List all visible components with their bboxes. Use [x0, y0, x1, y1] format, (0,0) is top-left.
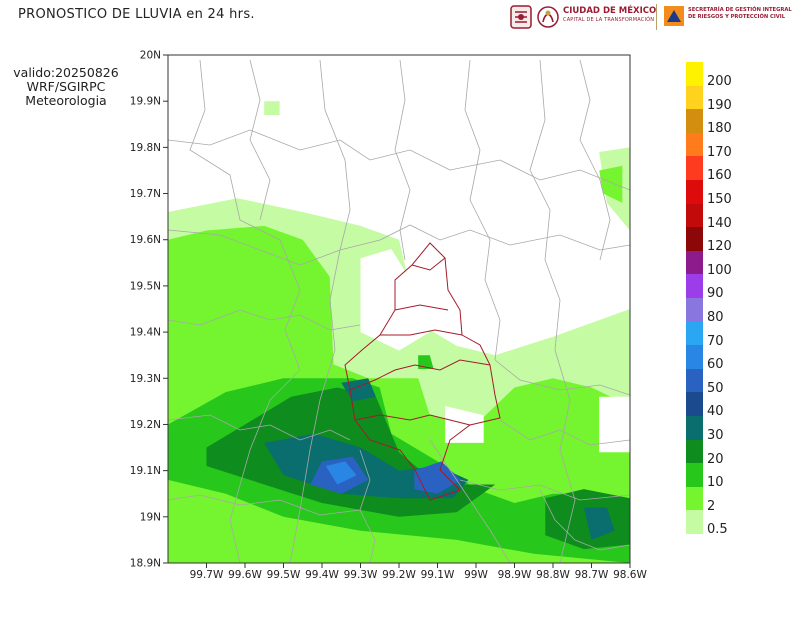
cdmx-emblem-icon: [537, 6, 559, 28]
y-tick-label: 19N: [140, 511, 161, 523]
y-tick-label: 19.7N: [130, 188, 161, 200]
x-tick-label: 99.5W: [267, 569, 301, 581]
x-tick-label: 99.7W: [190, 569, 224, 581]
legend-swatch: [686, 274, 703, 298]
y-tick-label: 19.6N: [130, 234, 161, 246]
rain-area-10mm: [599, 165, 623, 203]
legend-label: 0.5: [707, 522, 728, 538]
legend-label: 190: [707, 97, 732, 113]
x-tick-label: 98.9W: [498, 569, 532, 581]
civil-protection-icon: [664, 6, 684, 26]
legend-label: 30: [707, 428, 724, 443]
x-tick-label: 99.1W: [421, 569, 455, 581]
agency-line-1: SECRETARÍA DE GESTIÓN INTEGRAL: [688, 7, 792, 13]
rain-area-40mm: [583, 507, 615, 540]
legend-label: 40: [707, 404, 724, 420]
agency-line-2: DE RIESGOS Y PROTECCIÓN CIVIL: [688, 14, 786, 20]
legend-swatch: [686, 297, 703, 322]
legend-swatch: [686, 439, 703, 464]
x-tick-label: 98.6W: [613, 569, 647, 581]
x-tick-label: 99.4W: [305, 569, 339, 581]
legend-swatch: [686, 321, 703, 346]
legend-swatch: [686, 510, 703, 534]
legend-label: 50: [707, 380, 724, 396]
legend-label: 10: [707, 475, 724, 491]
legend-label: 120: [707, 239, 732, 255]
agency-name: SECRETARÍA DE GESTIÓN INTEGRAL DE RIESGO…: [688, 7, 792, 21]
rain-legend: [686, 62, 703, 534]
x-tick-label: 99.3W: [344, 569, 378, 581]
legend-swatch: [686, 250, 703, 275]
x-tick-label: 99.6W: [228, 569, 262, 581]
rain-area-2mm: [264, 101, 280, 115]
legend-label: 20: [707, 451, 724, 467]
rain-layer: [168, 101, 630, 563]
y-tick-label: 19.8N: [130, 142, 161, 154]
y-tick-label: 19.1N: [130, 465, 161, 477]
y-axis: 20N 19.9N 19.8N 19.7N 19.6N 19.5N 19.4N 19.3N 19…: [130, 50, 168, 570]
unit-name: Meteorologia: [25, 93, 107, 108]
legend-swatch: [686, 132, 703, 157]
rain-area-60mm: [325, 461, 357, 485]
forecast-info: valido:20250826 WRF/SGIRPC Meteorologia: [6, 66, 126, 108]
legend-swatch: [686, 368, 703, 393]
legend-swatch: [686, 392, 703, 416]
logo-divider: [656, 4, 657, 30]
x-tick-label: 99W: [464, 569, 488, 581]
legend-swatch: [686, 486, 703, 511]
legend-label: 90: [707, 286, 724, 302]
legend-label: 170: [707, 144, 732, 160]
legend-swatch: [686, 62, 703, 86]
legend-label: 160: [707, 168, 732, 184]
validity-date: valido:20250826: [13, 65, 119, 80]
y-tick-label: 19.2N: [130, 419, 161, 431]
legend-swatch: [686, 85, 703, 110]
legend-label: 200: [707, 74, 732, 89]
legend-swatch: [686, 156, 703, 180]
y-tick-label: 19.4N: [130, 327, 161, 339]
model-name: WRF/SGIRPC: [26, 79, 106, 94]
cdmx-logo-tagline: CAPITAL DE LA TRANSFORMACIÓN: [563, 17, 655, 23]
coat-of-arms-icon: [510, 5, 532, 29]
legend-label: 70: [707, 333, 724, 349]
legend-label: 2: [707, 498, 716, 514]
cdmx-logo-name: CIUDAD DE MÉXICO: [563, 6, 657, 16]
municipal-boundaries: [168, 59, 630, 563]
page-title: PRONOSTICO DE LLUVIA en 24 hrs.: [18, 7, 255, 22]
x-tick-label: 98.7W: [575, 569, 609, 581]
x-axis: 99.7W 99.6W 99.5W 99.4W 99.3W 99.2W 99.1W 99W 98…: [190, 563, 647, 581]
cdmx-boundaries: [344, 242, 501, 501]
legend-label: 150: [707, 192, 732, 207]
legend-swatch: [686, 179, 703, 204]
legend-swatch: [686, 227, 703, 251]
rain-area-50mm: [414, 461, 461, 494]
rain-area-40mm: [341, 378, 376, 402]
legend-swatch: [686, 109, 703, 133]
rain-area-20mm: [418, 355, 434, 369]
legend-label: 140: [707, 215, 732, 231]
header-logos: CIUDAD DE MÉXICO CAPITAL DE LA TRANSFORM…: [508, 2, 800, 32]
legend-swatch: [686, 203, 703, 228]
dry-area: [599, 396, 630, 453]
y-tick-label: 19.3N: [130, 373, 161, 385]
y-tick-label: 19.9N: [130, 96, 161, 108]
x-tick-label: 98.8W: [536, 569, 570, 581]
legend-swatch: [686, 415, 703, 440]
legend-label: 100: [707, 262, 732, 278]
legend-label: 180: [707, 121, 732, 137]
legend-label: 80: [707, 310, 724, 325]
y-tick-label: 18.9N: [130, 558, 161, 570]
y-tick-label: 20N: [140, 50, 161, 62]
legend-label: 60: [707, 357, 724, 373]
legend-swatch: [686, 345, 703, 369]
y-tick-label: 19.5N: [130, 280, 161, 292]
dry-area: [445, 406, 484, 443]
legend-swatch: [686, 463, 703, 487]
x-tick-label: 99.2W: [382, 569, 416, 581]
